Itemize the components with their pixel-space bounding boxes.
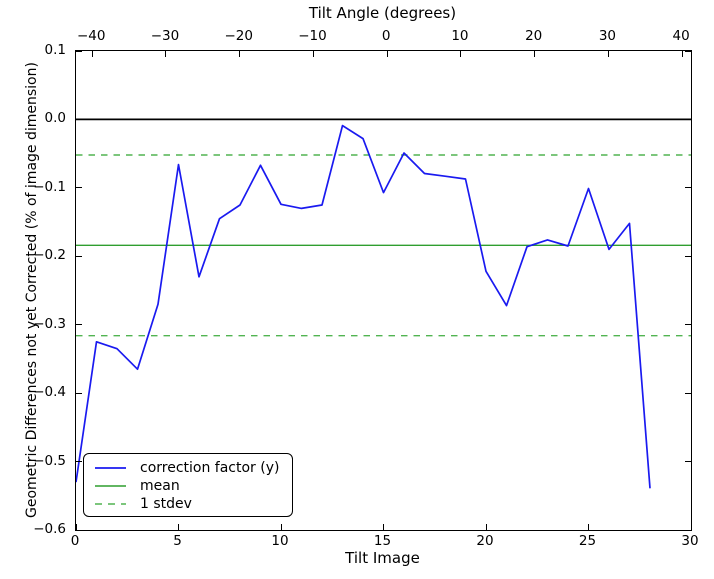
y-tick-label: 0.0 [44, 110, 66, 127]
legend: correction factor (y) mean 1 stdev [83, 453, 293, 517]
top-tick-label: −10 [298, 28, 327, 44]
top-tick-label: −30 [150, 28, 180, 44]
y-tick [76, 187, 82, 189]
y-tick [76, 324, 82, 326]
legend-label: correction factor (y) [140, 459, 280, 476]
top-tick-label: 0 [381, 28, 391, 44]
x-tick-label: 0 [70, 533, 80, 549]
x-tick-label: 30 [681, 533, 699, 549]
x-tick-label: 5 [173, 533, 182, 549]
x-tick [178, 524, 179, 530]
y-tick-right [685, 255, 691, 257]
top-tick [165, 51, 167, 57]
x-tick [280, 524, 282, 530]
x-tick-label: 20 [476, 533, 494, 549]
x-tick [588, 524, 589, 530]
y-tick [76, 118, 82, 120]
top-tick [534, 51, 536, 57]
y-tick-label: −0.6 [33, 521, 66, 537]
x-tick-label: 10 [271, 533, 289, 549]
legend-label: mean [140, 477, 180, 494]
y-tick [76, 50, 82, 52]
x-axis-label: Tilt Image [345, 549, 420, 567]
y-tick-label: 0.1 [44, 42, 66, 58]
top-tick [91, 51, 93, 57]
y-tick-right [685, 187, 691, 189]
top-tick [460, 51, 462, 57]
y-tick-right [685, 118, 691, 120]
top-tick-label: 20 [525, 28, 543, 44]
y-tick-right [685, 461, 691, 463]
y-tick-label: −0.5 [33, 452, 66, 469]
y-tick [76, 461, 82, 463]
x-tick [485, 524, 487, 530]
top-tick [607, 51, 609, 57]
top-tick-label: 10 [451, 28, 469, 44]
top-tick [239, 51, 241, 57]
x-tick [75, 524, 77, 530]
y-tick-label: −0.4 [33, 384, 66, 401]
legend-entry-mean: mean [94, 477, 284, 495]
y-tick-label: −0.3 [33, 315, 66, 332]
legend-entry-stdev: 1 stdev [94, 495, 284, 513]
y-tick-label: −0.2 [33, 247, 66, 264]
x-tick [690, 524, 692, 530]
top-tick-label: 30 [598, 28, 616, 44]
x-tick-label: 25 [578, 533, 597, 549]
legend-sample-line-solid-blue [95, 467, 126, 469]
top-tick [312, 51, 314, 57]
top-tick-label: −20 [224, 28, 253, 44]
x-tick-label: 15 [373, 533, 392, 549]
plot-area [75, 50, 692, 531]
top-tick [386, 51, 388, 57]
y-tick-right [685, 50, 691, 52]
chart-canvas [76, 118, 691, 489]
legend-sample-line-dashed-green [95, 503, 126, 505]
legend-label: 1 stdev [140, 495, 192, 512]
x-tick [383, 524, 384, 530]
top-tick [681, 51, 683, 57]
legend-entry-correction-factor: correction factor (y) [94, 459, 284, 477]
y-tick-label: −0.1 [33, 178, 66, 195]
y-tick [76, 529, 82, 531]
correction-factor-series-line [76, 124, 651, 489]
y-tick [76, 255, 82, 257]
top-tick-label: 40 [672, 28, 690, 44]
top-axis-title: Tilt Angle (degrees) [308, 4, 457, 22]
top-tick-label: −40 [76, 28, 106, 44]
y-tick-right [685, 529, 691, 531]
y-tick [76, 392, 82, 394]
legend-sample-line-solid-green [95, 485, 126, 487]
y-tick-right [685, 324, 691, 326]
y-tick-right [685, 392, 691, 394]
